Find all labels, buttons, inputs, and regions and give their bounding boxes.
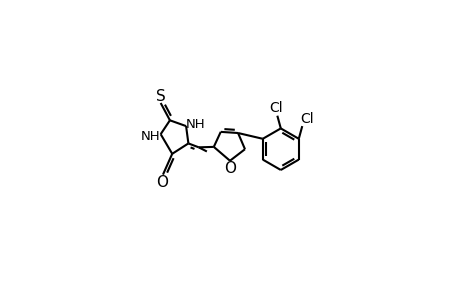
- Text: O: O: [224, 161, 236, 176]
- Text: NH: NH: [185, 118, 205, 131]
- Text: NH: NH: [141, 130, 161, 142]
- Text: S: S: [156, 88, 165, 104]
- Text: O: O: [156, 175, 168, 190]
- Text: Cl: Cl: [269, 101, 282, 115]
- Text: Cl: Cl: [299, 112, 313, 126]
